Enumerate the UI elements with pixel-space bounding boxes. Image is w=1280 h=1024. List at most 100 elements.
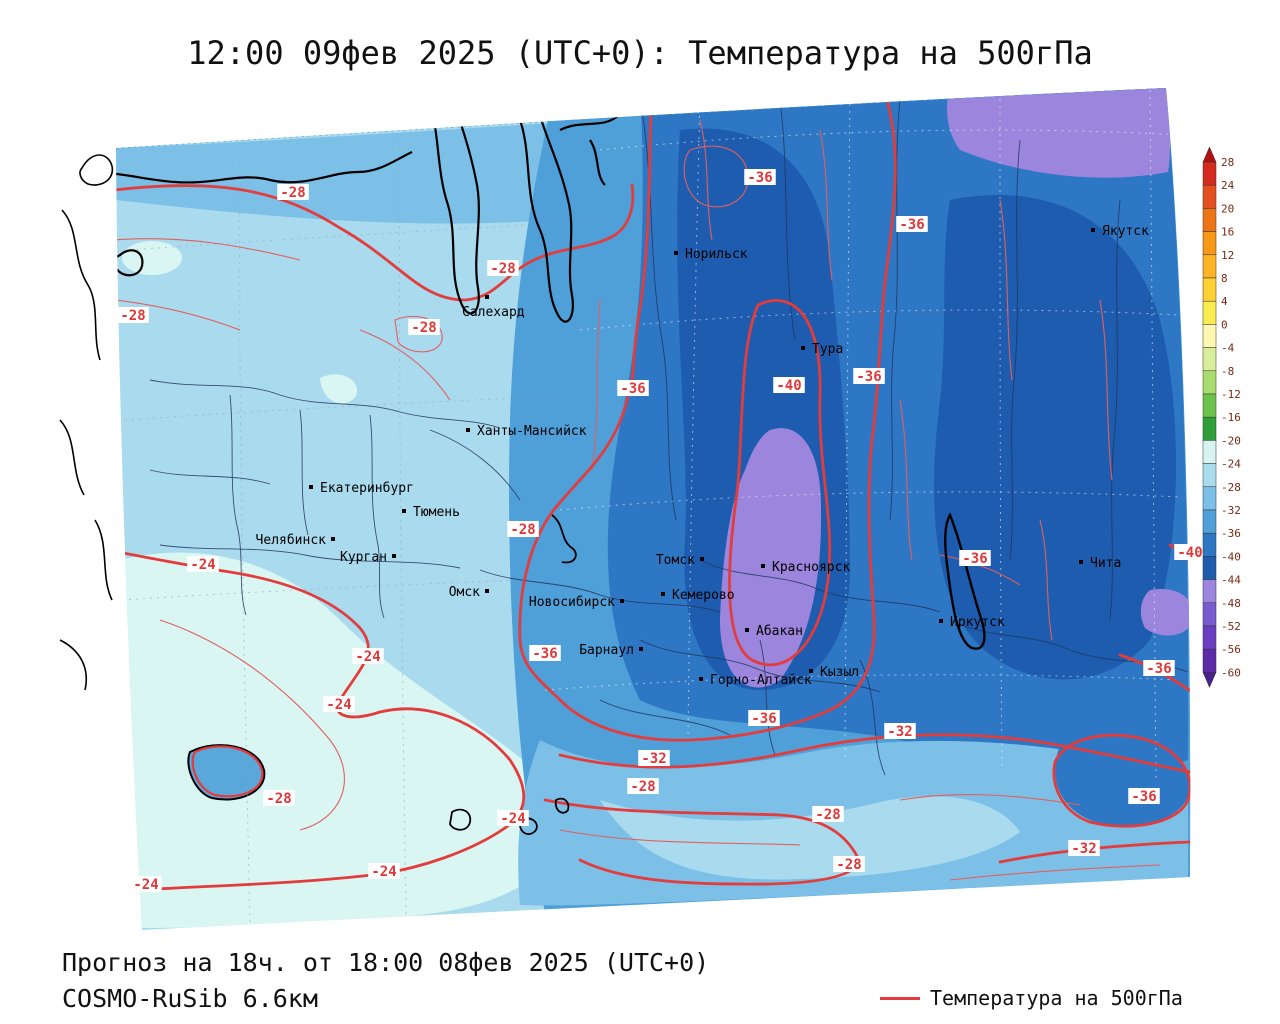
contour-label-box (187, 556, 219, 572)
city-label: Томск (656, 553, 695, 568)
city-label: Горно-Алтайск (710, 673, 812, 688)
city-marker (674, 251, 678, 255)
contour-label: -24 (133, 877, 158, 893)
contour-label-box (352, 648, 384, 664)
contour-label: -36 (1146, 661, 1171, 677)
zone-minus44-48-northeast (947, 88, 1171, 178)
contour-label-box (487, 260, 519, 276)
colorbar-segment (1202, 254, 1217, 279)
colorbar-tick-label: -16 (1221, 411, 1241, 424)
contour-label: -32 (887, 724, 912, 740)
colorbar-tick-label: 12 (1221, 249, 1234, 262)
colorbar-segment (1202, 300, 1217, 325)
colorbar-tick-label: 4 (1221, 295, 1228, 308)
contour-label: -36 (747, 170, 772, 186)
city-marker (392, 554, 396, 558)
contour-labels-layer: -28 -36 -36 -28 -28 -28 -36 -40 -36 -24 -28 -36 -40 -… (117, 169, 1206, 893)
colorbar-tick-label: -60 (1221, 666, 1241, 679)
contour-label-box (1143, 660, 1175, 676)
contour-label-box (117, 307, 149, 323)
colorbar-tick-label: -44 (1221, 574, 1241, 587)
contour-label: -28 (815, 807, 840, 823)
city-marker (402, 509, 406, 513)
contour-label: -28 (120, 308, 145, 324)
colorbar-segment (1202, 184, 1217, 209)
city-label: Ханты-Мансийск (477, 424, 587, 439)
city-marker (485, 295, 489, 299)
colorbar-segment (1202, 579, 1217, 604)
admin-boundaries (149, 99, 1189, 776)
city-marker (639, 647, 643, 651)
contour-label-box (853, 368, 885, 384)
colorbar-segment (1202, 370, 1217, 395)
city-marker (620, 599, 624, 603)
contour-label: -28 (266, 791, 291, 807)
colorbar-tick-label: -28 (1221, 481, 1241, 494)
map-legend: Температура на 500гПа (880, 986, 1183, 1010)
contour-label: -36 (751, 711, 776, 727)
legend-label: Температура на 500гПа (930, 986, 1183, 1010)
colorbar-tick-label: -48 (1221, 597, 1241, 610)
colorbar-tick-label: 20 (1221, 202, 1234, 215)
contour-label: -28 (411, 320, 436, 336)
contour-label: -36 (532, 646, 557, 662)
colorbar-arrow-down (1202, 672, 1217, 689)
contour-label-box (748, 710, 780, 726)
contour-label-box (1128, 788, 1160, 804)
colorbar-tick-label: -12 (1221, 388, 1241, 401)
contour-minus40-loop (728, 299, 832, 667)
temperature-contour-legend-line (880, 996, 920, 1000)
contour-label-box (812, 806, 844, 822)
contour-label: -36 (620, 381, 645, 397)
colorbar-tick-label: 28 (1221, 156, 1234, 169)
contour-label: -28 (630, 779, 655, 795)
contour-label: -36 (856, 369, 881, 385)
ob-gulf-coast (426, 91, 480, 315)
zone-sw-small-blob (187, 744, 266, 801)
contour-label-box (896, 216, 928, 232)
contour-label: -28 (490, 261, 515, 277)
city-marker (331, 537, 335, 541)
city-label: Абакан (756, 624, 803, 639)
contour-label-box (497, 810, 529, 826)
forecast-info: Прогноз на 18ч. от 18:00 08фев 2025 (UTC… (62, 948, 710, 977)
city-label: Новосибирск (529, 595, 615, 610)
contour-label-box (323, 696, 355, 712)
contour-label: -36 (1131, 789, 1156, 805)
colorbar-segment (1202, 416, 1217, 441)
model-info: COSMO-RuSib 6.6км (62, 984, 318, 1013)
colorbar-tick-label: -32 (1221, 504, 1241, 517)
contour-label: -32 (641, 751, 666, 767)
colorbar-segment (1202, 602, 1217, 627)
graticule (544, 89, 1181, 781)
colorbar-segment (1202, 440, 1217, 464)
contour-label: -40 (1177, 545, 1202, 561)
colorbar-tick-label: -56 (1221, 643, 1241, 656)
contour-label: -24 (500, 811, 525, 827)
map-title: 12:00 09фев 2025 (UTC+0): Температура на… (187, 34, 1093, 72)
city-label: Екатеринбург (320, 481, 414, 496)
city-marker (485, 589, 489, 593)
colorbar-tick-label: -20 (1221, 434, 1241, 447)
colorbar-tick-label: -52 (1221, 620, 1241, 633)
contour-label-box (884, 723, 916, 739)
contour-label-box (263, 790, 295, 806)
zone-minus40-44-east (934, 195, 1177, 680)
contour-label: -28 (280, 185, 305, 201)
contour-label-box (368, 863, 400, 879)
city-label: Кемерово (672, 588, 735, 603)
city-marker (809, 669, 813, 673)
city-label: Красноярск (772, 560, 850, 575)
contour-label-box (1068, 840, 1100, 856)
colorbar-tick-label: 0 (1221, 318, 1228, 331)
city-marker (1091, 228, 1095, 232)
city-marker (466, 428, 470, 432)
contour-label-box (617, 380, 649, 396)
colorbar-segment (1202, 161, 1217, 186)
arctic-coast (116, 151, 413, 184)
city-marker (939, 619, 943, 623)
contour-label-box (627, 778, 659, 794)
colorbar-tick-label: 8 (1221, 272, 1228, 285)
zone-minus44-48-central (720, 428, 822, 688)
colorbar-tick-label: -8 (1221, 365, 1234, 378)
